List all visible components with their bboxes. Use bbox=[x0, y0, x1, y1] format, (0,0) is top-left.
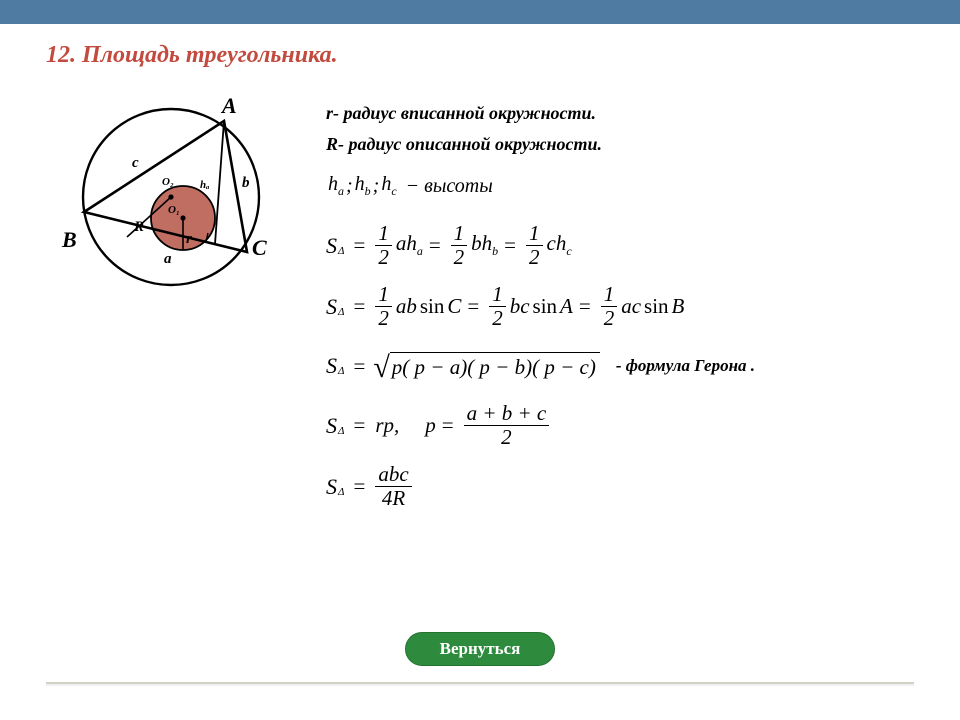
page-title: 12. Площадь треугольника. bbox=[46, 42, 914, 69]
bottom-rule bbox=[46, 682, 914, 684]
diagram-column: A B C a b c R r O₁ O₂ hₐ bbox=[46, 97, 326, 525]
radius-big-label: R bbox=[134, 219, 144, 236]
triangle-diagram: A B C a b c R r O₁ O₂ hₐ bbox=[46, 97, 306, 317]
vertex-a-label: A bbox=[222, 93, 237, 119]
altitude-ha-label: hₐ bbox=[200, 179, 209, 191]
return-button[interactable]: Вернуться bbox=[405, 632, 556, 666]
center-o2-label: O₂ bbox=[162, 176, 174, 188]
vertex-c-label: C bbox=[252, 235, 267, 261]
text-column: r- радиус вписанной окружности. R- радиу… bbox=[326, 97, 914, 525]
button-wrap: Вернуться bbox=[0, 632, 960, 666]
formula-inradius-p: SΔ = rp, p = a + b + c 2 bbox=[326, 403, 914, 448]
radius-small-label: r bbox=[186, 231, 192, 248]
content-row: A B C a b c R r O₁ O₂ hₐ r- радиус вписа… bbox=[46, 97, 914, 525]
heron-note: - формула Герона . bbox=[616, 356, 755, 376]
note-inradius: r- радиус вписанной окружности. bbox=[326, 103, 914, 124]
note-circumradius: R- радиус описанной окружности. bbox=[326, 134, 914, 155]
slide-body: 12. Площадь треугольника. bbox=[0, 24, 960, 702]
side-a-label: a bbox=[164, 251, 172, 268]
heights-line: ha; hb; hc − высоты bbox=[326, 165, 914, 207]
side-b-label: b bbox=[242, 175, 250, 192]
side-c-label: c bbox=[132, 155, 139, 172]
formulas-block: ha; hb; hc − высоты SΔ = 12 aha = 12 bhb… bbox=[326, 165, 914, 509]
formula-two-sides-sine: SΔ = 12 ab sin C = 12 bc sin A = 12 ac s… bbox=[326, 284, 914, 329]
formula-base-height: SΔ = 12 aha = 12 bhb = 12 chc bbox=[326, 223, 914, 268]
formula-heron: SΔ = √ p( p − a)( p − b)( p − c) - форму… bbox=[326, 345, 914, 387]
center-o1-label: O₁ bbox=[168, 204, 180, 216]
vertex-b-label: B bbox=[62, 227, 77, 253]
formula-circumradius: SΔ = abc 4R bbox=[326, 464, 914, 509]
header-strip bbox=[0, 0, 960, 24]
